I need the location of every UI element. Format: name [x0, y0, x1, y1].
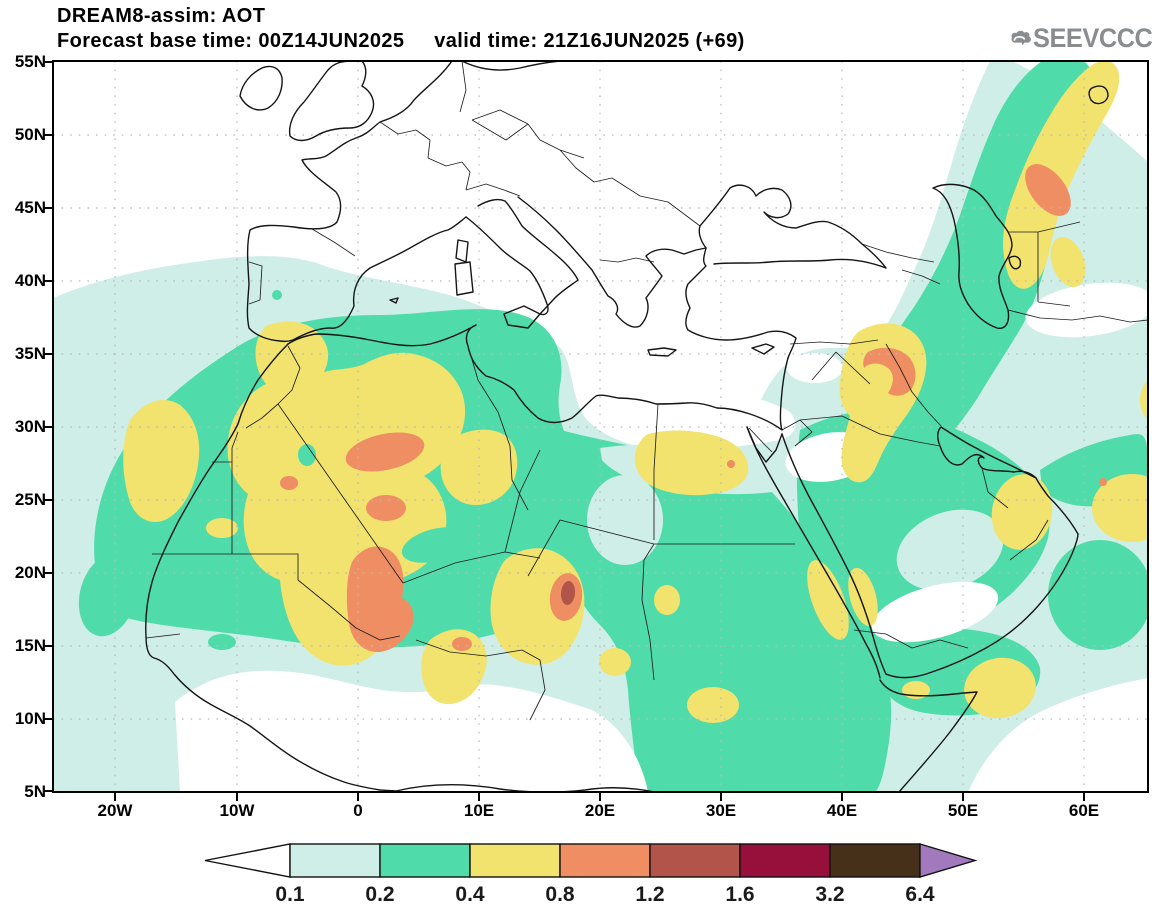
lon-label-20w: 20W: [97, 801, 133, 820]
lat-label-55n: 55N: [14, 52, 46, 71]
lat-label-20n: 20N: [14, 563, 46, 582]
lat-label-40n: 40N: [14, 271, 46, 290]
contour-0p2-atlantic-dot: [208, 634, 236, 650]
contour-0p8-iraq: [863, 347, 916, 396]
teal-hole-algeria: [298, 444, 316, 466]
colorbar-band-1p6-3p2: [739, 843, 831, 878]
clear-region-rub-al-khali: [871, 581, 999, 643]
lat-label-25n: 25N: [14, 490, 46, 509]
colorbar-band-1p2-1p6: [649, 843, 741, 878]
colorbar-above-arrow: [919, 843, 978, 878]
aot-field-layer: [53, 61, 1148, 792]
cloud-logo-icon: [1011, 30, 1031, 46]
contour-0p4-right-edge-dot: [1140, 381, 1148, 419]
lat-label-10n: 10N: [14, 709, 46, 728]
contour-0p4-right-edge: [1092, 474, 1148, 542]
contour-0p8-kazakh-core: [1025, 164, 1071, 216]
colorbar-tick-0p1: 0.1: [275, 883, 305, 905]
lat-label-45n: 45N: [14, 198, 46, 217]
coastlines: [145, 61, 1109, 792]
colorbar-tick-6p4: 6.4: [905, 883, 935, 905]
colorbar-band-0p8-1p2: [559, 843, 651, 878]
cyan-patch-central-arabia: [896, 509, 1004, 591]
colorbar-tick-3p2: 3.2: [815, 883, 845, 905]
contour-0p4-azerbaijan: [1050, 236, 1086, 288]
lon-label-0: 0: [353, 801, 363, 820]
contour-0p4-algeria-mali: [227, 321, 466, 666]
contour-0p8-niger-dot: [452, 637, 472, 651]
contour-0p2-arabian-sea: [1048, 540, 1148, 650]
lat-label-50n: 50N: [14, 125, 46, 144]
lon-label-50e: 50E: [947, 801, 979, 820]
clear-region-egypt-coast: [598, 389, 796, 449]
colorbar-below-arrow: [204, 843, 291, 878]
contour-0p2-spain-dot: [272, 290, 282, 300]
lon-label-30e: 30E: [705, 801, 737, 820]
colorbar-band-3p2-6p4: [829, 843, 921, 878]
contour-0p4-sudan-south: [687, 687, 739, 723]
colorbar-tick-0p4: 0.4: [455, 883, 485, 905]
contour-0p4-west-sahara: [123, 400, 200, 522]
colorbar-tick-1p6: 1.6: [725, 883, 755, 905]
contour-0p8-egypt-dot: [727, 460, 735, 468]
clear-region-turkmenistan: [1025, 282, 1148, 338]
contour-0p4-mauritania-dot: [206, 518, 238, 538]
contour-0p4-somalia: [964, 657, 1036, 719]
contour-0p8-central-algeria: [345, 432, 425, 472]
forecast-times-subtitle: Forecast base time: 00Z14JUN2025 valid t…: [57, 30, 745, 52]
lon-label-60e: 60E: [1068, 801, 1100, 820]
contour-0p4-south-chad: [599, 648, 631, 676]
seevccc-logo: SEEVCCC: [1010, 16, 1160, 60]
cyan-patch-sudan: [587, 475, 663, 565]
colorbar-band-0p1-0p2: [289, 843, 381, 878]
contour-0p8-iran-dot: [1099, 478, 1107, 486]
contour-0p4-red-sea-west: [807, 560, 849, 640]
country-borders: [145, 61, 1148, 721]
lat-label-35n: 35N: [14, 344, 46, 363]
logo-text: SEEVCCC: [1032, 22, 1153, 53]
contour-0p8-algeria-south: [366, 495, 406, 521]
colorbar: [204, 843, 978, 878]
lon-label-40e: 40E: [826, 801, 858, 820]
colorbar-tick-0p8: 0.8: [545, 883, 575, 905]
contour-0p4-red-sea-east: [848, 567, 878, 627]
graticule-gridlines: [53, 61, 1148, 792]
clear-region-guinea: [175, 670, 648, 792]
contour-0p4-libya: [440, 429, 518, 506]
lat-label-30n: 30N: [14, 417, 46, 436]
colorbar-tick-0p2: 0.2: [365, 883, 395, 905]
contour-0p4-sudan-dot: [654, 585, 680, 615]
page-title: DREAM8-assim: AOT: [57, 5, 266, 27]
contour-0p8-algeria-dot: [280, 476, 298, 490]
axis-ticks: [44, 61, 1085, 801]
lat-label-5n: 5N: [24, 782, 46, 801]
lon-label-10w: 10W: [219, 801, 255, 820]
colorbar-band-0p2-0p4: [379, 843, 471, 878]
lon-label-20e: 20E: [584, 801, 616, 820]
clear-region-syria: [787, 353, 843, 383]
teal-hole-mali-niger: [401, 527, 469, 563]
contour-0p4-oman: [991, 474, 1053, 550]
contour-0p2-atlantic: [78, 553, 138, 637]
lat-label-15n: 15N: [14, 636, 46, 655]
colorbar-tick-1p2: 1.2: [635, 883, 665, 905]
lon-label-10e: 10E: [463, 801, 495, 820]
contour-1p2-chad-core: [560, 581, 576, 605]
contour-0p4-south-egypt: [634, 430, 749, 496]
colorbar-band-0p4-0p8: [469, 843, 561, 878]
